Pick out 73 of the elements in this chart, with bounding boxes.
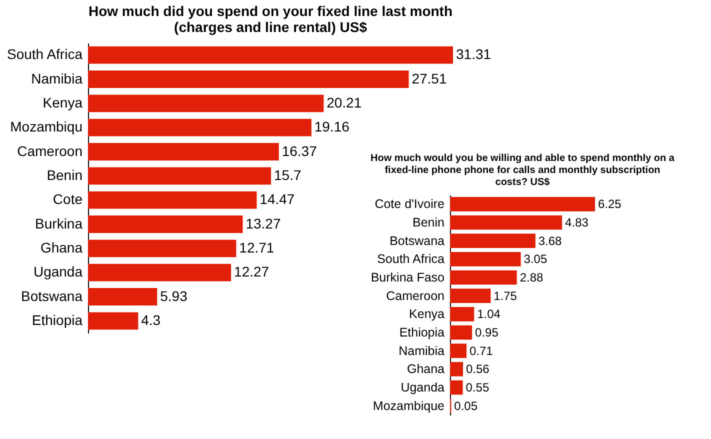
bar: [450, 307, 474, 322]
y-tick-label: Botswana: [390, 234, 445, 248]
y-tick-label: Uganda: [33, 264, 83, 280]
bar: [88, 240, 236, 258]
y-tick-label: Burkina Faso: [370, 270, 445, 284]
data-label: 0.05: [454, 398, 478, 413]
bar: [88, 167, 272, 185]
y-tick-label: Cameroon: [386, 288, 445, 303]
y-tick-label: Namibia: [31, 70, 83, 86]
bar: [88, 288, 158, 306]
bar: [88, 46, 453, 64]
y-tick-label: Mozambique: [372, 398, 445, 413]
bar: [450, 215, 562, 230]
chart-title: How much would you be willing and able to spend monthly on a fixed-line phone phone for calls and monthly subscription costs? US$: [370, 153, 675, 188]
data-label: 2.88: [520, 270, 544, 284]
y-tick-label: Cote: [52, 191, 83, 208]
data-label: 0.71: [469, 344, 494, 358]
data-label: 4.3: [141, 312, 161, 328]
data-label: 20.21: [326, 94, 362, 110]
y-tick-label: Uganda: [400, 380, 445, 394]
data-label: 5.93: [160, 288, 188, 304]
bar: [88, 312, 138, 330]
chart-title: How much did you spend on your fixed line last month (charges and line rental) US$: [88, 3, 453, 35]
data-label: 0.55: [466, 380, 490, 394]
y-tick-label: Mozambiqu: [10, 118, 82, 135]
data-label: 27.51: [412, 70, 447, 86]
data-label: 19.16: [314, 118, 350, 135]
bar: [450, 270, 517, 285]
y-tick-label: Burkina: [35, 215, 83, 232]
y-tick-label: South Africa: [377, 252, 445, 266]
data-label: 12.27: [234, 264, 270, 280]
bar: [88, 264, 232, 282]
bar: [450, 380, 463, 395]
y-tick-label: South Africa: [7, 46, 83, 62]
data-label: 3.68: [538, 234, 562, 248]
bar: [88, 191, 257, 209]
y-tick-label: Ethiopia: [399, 326, 445, 340]
data-label: 12.71: [239, 239, 274, 256]
bar: [88, 70, 409, 88]
y-tick-label: Cote d'Ivoire: [374, 197, 445, 212]
y-tick-label: Botswana: [21, 288, 83, 304]
bar: [450, 197, 595, 212]
y-tick-label: Ghana: [406, 362, 445, 376]
data-label: 6.25: [598, 197, 622, 212]
y-tick-label: Kenya: [409, 307, 445, 322]
bar: [88, 216, 243, 233]
y-tick-label: Benin: [412, 216, 445, 230]
data-label: 4.83: [565, 216, 589, 230]
y-tick-label: Benin: [46, 166, 82, 183]
data-label: 15.7: [274, 166, 302, 183]
bar: [450, 362, 463, 376]
bar: [88, 94, 324, 112]
bar: [450, 252, 521, 266]
data-label: 0.95: [475, 326, 499, 340]
y-tick-label: Ethiopia: [32, 312, 83, 328]
bar: [450, 344, 466, 358]
y-tick-label: Cameroon: [17, 142, 82, 159]
bar: [450, 234, 536, 248]
data-label: 16.37: [282, 142, 318, 159]
bar: [88, 118, 312, 136]
data-label: 3.05: [524, 252, 548, 266]
data-label: 0.56: [466, 362, 490, 376]
y-tick-label: Ghana: [40, 239, 83, 256]
data-label: 1.04: [477, 307, 501, 322]
bar: [88, 143, 279, 160]
data-label: 1.75: [494, 288, 518, 303]
bar: [450, 325, 472, 340]
data-label: 14.47: [260, 191, 295, 208]
data-label: 31.31: [456, 46, 492, 62]
data-label: 13.27: [246, 215, 281, 232]
y-tick-label: Namibia: [398, 344, 445, 358]
bar: [450, 288, 491, 303]
y-tick-label: Kenya: [42, 94, 83, 110]
